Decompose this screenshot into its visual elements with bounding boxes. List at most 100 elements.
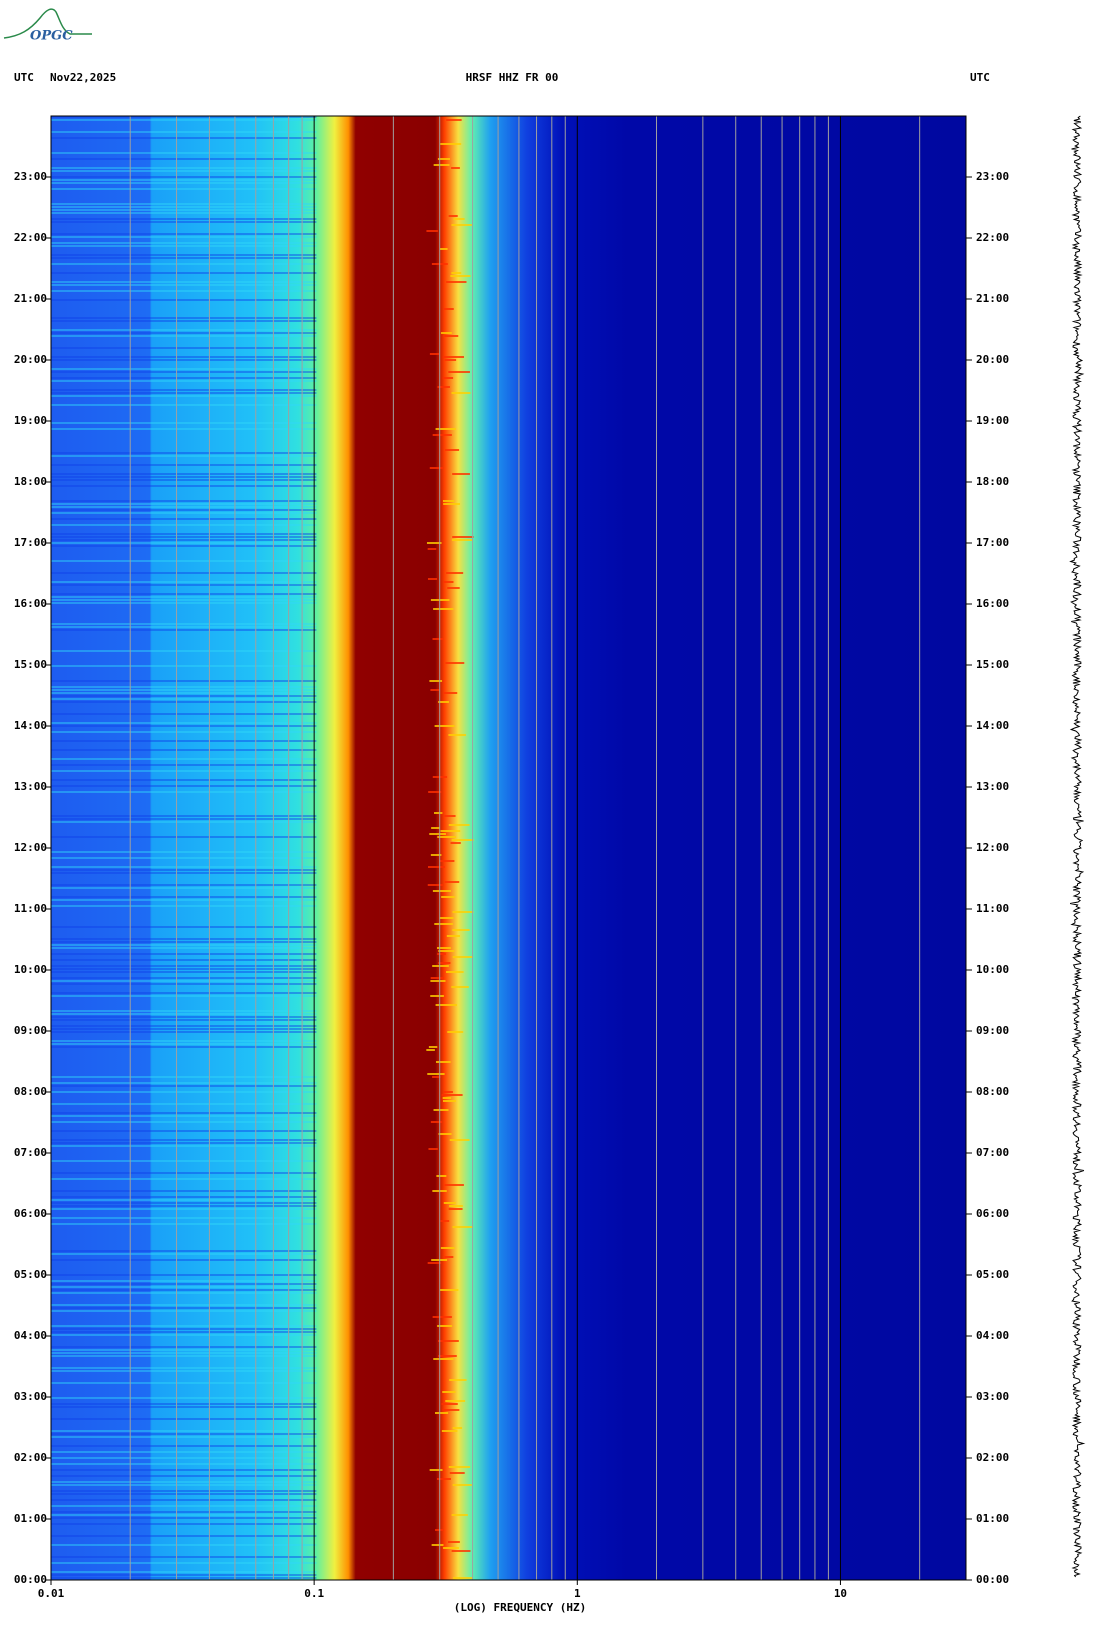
streak	[51, 242, 317, 244]
streak	[51, 1436, 317, 1438]
streak	[51, 1178, 317, 1180]
streak	[426, 230, 438, 232]
streak	[51, 1556, 317, 1558]
streak	[439, 860, 455, 862]
logo: OPGC	[30, 29, 73, 44]
streak	[51, 1091, 317, 1093]
streak	[444, 1256, 454, 1258]
y-tick-label: 22:00	[14, 231, 47, 244]
y-tick-label: 12:00	[14, 841, 47, 854]
streak	[446, 119, 462, 121]
streak	[51, 545, 317, 547]
streak	[429, 1469, 443, 1471]
streak	[51, 170, 317, 172]
streak	[452, 1427, 463, 1429]
streak	[446, 572, 464, 574]
y-tick-label: 23:00	[976, 170, 1009, 183]
streak	[51, 1223, 317, 1225]
streak	[51, 965, 317, 967]
streak	[51, 518, 317, 520]
streak	[51, 1250, 317, 1252]
streak	[51, 1325, 317, 1327]
streak	[51, 1562, 317, 1564]
streak	[452, 956, 474, 958]
streak	[51, 272, 317, 274]
streak	[51, 680, 317, 682]
streak	[443, 692, 458, 694]
streak	[51, 233, 317, 235]
streak	[51, 137, 317, 139]
streak	[443, 581, 454, 583]
streak	[51, 593, 317, 595]
streak	[431, 1259, 448, 1261]
time-zone: UTC	[14, 71, 34, 84]
streak	[452, 929, 470, 931]
date: Nov22,2025	[50, 71, 116, 84]
streak	[435, 1529, 444, 1531]
streak	[51, 335, 317, 337]
streak	[51, 872, 317, 874]
spectrogram-streaks	[51, 116, 474, 1579]
streak	[429, 353, 440, 355]
streak	[51, 1517, 317, 1519]
streak	[51, 1331, 317, 1333]
streak	[438, 1355, 457, 1357]
streak	[447, 1031, 464, 1033]
streak	[428, 791, 442, 793]
streak	[437, 953, 446, 955]
streak	[51, 1307, 317, 1309]
streak	[51, 887, 317, 889]
streak	[451, 986, 469, 988]
streak	[447, 1541, 460, 1543]
streak	[51, 524, 317, 526]
streak	[442, 1391, 456, 1393]
streak	[51, 959, 317, 961]
streak	[433, 1358, 454, 1360]
streak	[51, 1040, 317, 1042]
streak	[51, 764, 317, 766]
streak	[51, 389, 317, 391]
streak	[441, 1094, 463, 1096]
streak	[51, 1433, 317, 1435]
streak	[51, 485, 317, 487]
streak	[434, 725, 455, 727]
streak	[451, 272, 462, 274]
y-tick-label: 10:00	[976, 963, 1009, 976]
streak	[51, 1208, 317, 1210]
streak	[428, 1046, 438, 1048]
spectrogram	[51, 116, 966, 1580]
streak	[435, 428, 456, 430]
streak	[51, 368, 317, 370]
streak	[51, 257, 317, 259]
streak	[437, 158, 451, 160]
streak	[51, 1202, 317, 1204]
streak	[51, 713, 317, 715]
streak	[430, 995, 444, 997]
y-tick-label: 04:00	[14, 1329, 47, 1342]
streak	[51, 1352, 317, 1354]
streak	[441, 1430, 458, 1432]
streak	[440, 143, 462, 145]
streak	[446, 971, 464, 973]
streak	[51, 512, 317, 514]
y-tick-label: 23:00	[14, 170, 47, 183]
streak	[444, 335, 459, 337]
y-tick-label: 16:00	[14, 597, 47, 610]
streak	[51, 572, 317, 574]
logo-curve	[3, 8, 92, 39]
streak	[51, 722, 317, 724]
y-tick-label: 11:00	[976, 902, 1009, 915]
streak	[438, 1133, 452, 1135]
streak	[51, 1190, 317, 1192]
streak	[440, 1289, 459, 1291]
streak	[51, 905, 317, 907]
streak	[51, 602, 317, 604]
streak	[51, 626, 317, 628]
streak	[446, 281, 467, 283]
streak	[440, 1220, 450, 1222]
streak	[51, 1115, 317, 1117]
streak	[51, 995, 317, 997]
streak	[51, 650, 317, 652]
streak	[51, 980, 317, 982]
streak	[51, 1292, 317, 1294]
